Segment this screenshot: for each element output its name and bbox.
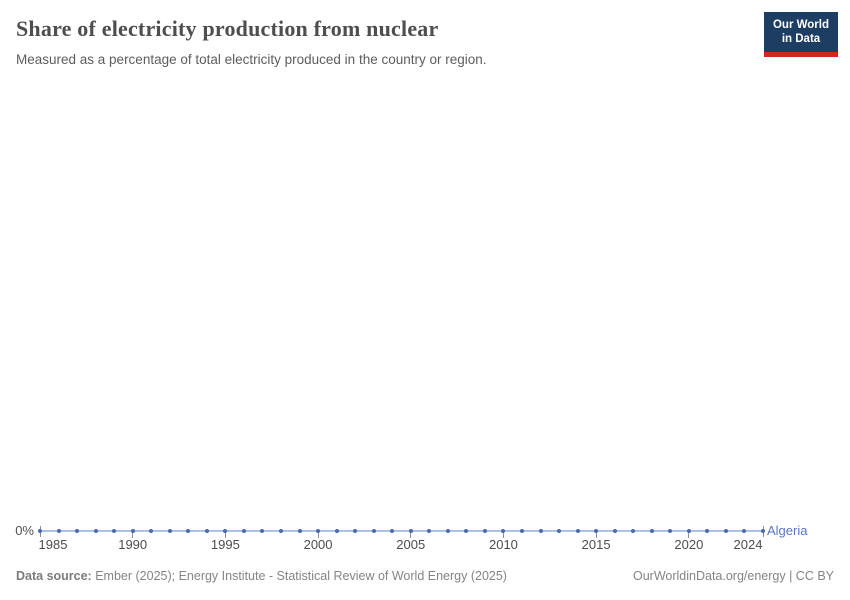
x-axis-tick-label: 1985 [38,537,68,552]
x-axis-tick [132,532,134,538]
data-point[interactable] [686,529,691,533]
data-point[interactable] [482,529,487,533]
data-point[interactable] [538,529,543,533]
data-point[interactable] [279,529,283,533]
x-axis-tick-label: 2010 [488,537,518,552]
chart-subtitle: Measured as a percentage of total electr… [16,52,487,67]
data-point[interactable] [186,529,191,533]
x-axis-tick-label: 2005 [396,537,426,552]
y-axis-zero-label: 0% [15,523,34,538]
x-axis-tick [410,532,412,538]
data-point[interactable] [594,529,599,533]
data-point[interactable] [316,529,321,533]
x-axis-tick-label: 1990 [118,537,148,552]
data-point[interactable] [705,529,710,533]
data-point[interactable] [575,529,580,533]
data-point[interactable] [408,529,413,533]
x-axis-tick-label: 2015 [581,537,611,552]
chart-title: Share of electricity production from nuc… [16,16,439,41]
data-point[interactable] [501,529,506,533]
data-point[interactable] [204,529,209,533]
data-point[interactable] [649,529,654,533]
data-point[interactable] [520,529,524,533]
data-source-text: Ember (2025); Energy Institute - Statist… [91,569,507,583]
x-axis-tick [595,532,597,538]
data-point[interactable] [223,529,228,533]
data-source-note: Data source: Ember (2025); Energy Instit… [16,569,507,583]
data-point[interactable] [353,529,358,533]
owid-logo: Our World in Data [764,12,838,57]
data-point[interactable] [167,529,172,533]
data-point[interactable] [75,529,80,533]
x-axis-tick-label: 2000 [303,537,333,552]
data-source-label: Data source: [16,569,92,583]
data-point[interactable] [260,529,265,533]
owid-logo-accent-bar [764,52,838,57]
data-point[interactable] [464,529,469,533]
data-point[interactable] [241,529,246,533]
x-axis-tick-label: 2020 [674,537,704,552]
data-point[interactable] [742,529,747,533]
attribution-text: OurWorldinData.org/energy | CC BY [632,569,834,583]
data-point[interactable] [612,529,617,533]
data-point[interactable] [631,529,636,533]
data-point[interactable] [38,529,42,533]
x-axis-tick [502,532,504,538]
x-axis-tick [317,532,319,538]
data-point[interactable] [427,529,432,533]
entity-label-algeria[interactable]: Algeria [767,523,808,538]
x-axis-tick [224,532,226,538]
data-point[interactable] [668,529,673,533]
data-point[interactable] [56,529,61,533]
data-point[interactable] [723,529,728,533]
owid-logo-line2: in Data [781,33,821,45]
data-point[interactable] [761,529,765,533]
data-point[interactable] [371,529,376,533]
owid-logo-line1: Our World [772,18,829,31]
data-point[interactable] [390,529,395,533]
x-axis-tick-label: 2024 [733,537,763,552]
data-point[interactable] [112,529,117,533]
data-point[interactable] [334,529,339,533]
data-point[interactable] [557,529,562,533]
series-line[interactable] [40,530,763,532]
data-point[interactable] [93,529,98,533]
data-point[interactable] [297,529,302,533]
data-point[interactable] [130,529,135,533]
x-axis-tick [688,532,690,538]
data-point[interactable] [445,529,450,533]
owid-logo-box: Our World in Data [764,12,838,52]
chart-footer: Data source: Ember (2025); Energy Instit… [16,569,834,583]
x-axis-tick-label: 1995 [210,537,240,552]
data-point[interactable] [149,529,154,533]
